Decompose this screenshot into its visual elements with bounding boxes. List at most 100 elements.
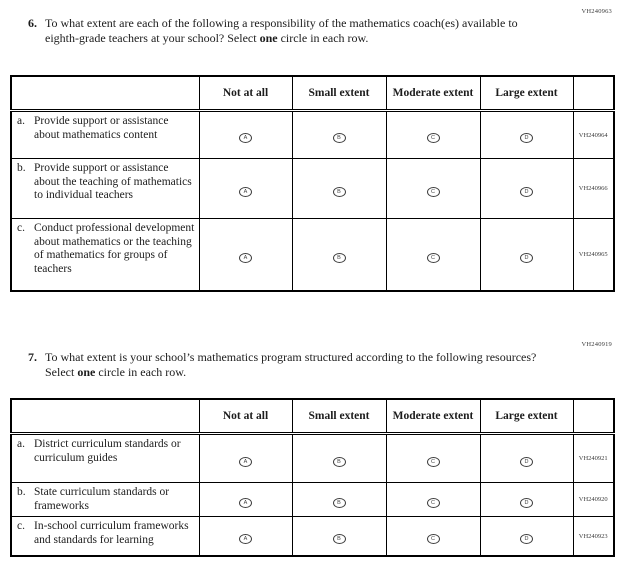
option-cell-large-extent: D xyxy=(479,218,574,292)
option-bubble-c[interactable]: C xyxy=(426,186,440,197)
option-bubble-b[interactable]: B xyxy=(332,133,346,143)
row-label: State curriculum standards or frameworks xyxy=(34,486,170,512)
option-cell-large-extent: D xyxy=(479,110,574,159)
table-row: b. State curriculum standards or framewo… xyxy=(10,482,615,517)
option-bubble-a[interactable]: A xyxy=(239,534,252,544)
header-blank xyxy=(10,398,200,435)
row-code: VH240923 xyxy=(572,516,615,557)
table-row: c. Conduct professional development abou… xyxy=(10,218,615,292)
option-bubble-a[interactable]: A xyxy=(239,252,252,263)
option-cell-small-extent: B xyxy=(291,482,387,517)
column-header-moderate-extent: Moderate extent xyxy=(385,398,481,435)
option-bubble-a[interactable]: A xyxy=(239,497,252,508)
option-bubble-b[interactable]: B xyxy=(332,252,346,263)
question-7: 7. To what extent is your school’s mathe… xyxy=(28,350,558,380)
option-bubble-d[interactable]: D xyxy=(520,534,533,544)
option-bubble-b[interactable]: B xyxy=(332,497,346,508)
option-bubble-b[interactable]: B xyxy=(332,456,346,467)
header-code-blank xyxy=(572,398,615,435)
table-row: a. District curriculum standards or curr… xyxy=(10,433,615,483)
table-row: b. Provide support or assistance about t… xyxy=(10,158,615,219)
option-bubble-d[interactable]: D xyxy=(520,497,533,508)
row-label: In-school curriculum frameworks and stan… xyxy=(34,520,189,546)
row-label-cell: c. Conduct professional development abou… xyxy=(10,218,200,292)
option-cell-moderate-extent: C xyxy=(385,433,481,483)
question-6-text-part1: To what extent are each of the following… xyxy=(45,16,518,45)
table-row: a. Provide support or assistance about m… xyxy=(10,110,615,159)
option-cell-small-extent: B xyxy=(291,218,387,292)
row-letter: c. xyxy=(17,520,25,532)
table-header-row: Not at all Small extent Moderate extent … xyxy=(10,75,615,112)
question-6-number: 6. xyxy=(28,16,37,30)
option-cell-not-at-all: A xyxy=(198,110,293,159)
option-bubble-a[interactable]: A xyxy=(239,133,252,143)
row-label: District curriculum standards or curricu… xyxy=(34,438,181,464)
question-7-text-part1: To what extent is your school’s mathemat… xyxy=(45,350,537,379)
header-code-blank xyxy=(572,75,615,112)
column-header-large-extent: Large extent xyxy=(479,398,574,435)
row-label: Provide support or assistance about the … xyxy=(34,162,192,201)
row-letter: b. xyxy=(17,486,26,498)
row-letter: b. xyxy=(17,162,26,174)
option-cell-not-at-all: A xyxy=(198,218,293,292)
option-cell-moderate-extent: C xyxy=(385,110,481,159)
row-label: Conduct professional development about m… xyxy=(34,222,195,275)
table-header-row: Not at all Small extent Moderate extent … xyxy=(10,398,615,435)
option-cell-small-extent: B xyxy=(291,433,387,483)
row-code: VH240964 xyxy=(572,110,615,159)
question-7-number: 7. xyxy=(28,350,37,364)
option-cell-small-extent: B xyxy=(291,110,387,159)
question-6-text-part2: circle in each row. xyxy=(277,31,369,45)
option-cell-not-at-all: A xyxy=(198,482,293,517)
option-bubble-a[interactable]: A xyxy=(239,186,252,197)
question-6-response-table: Not at all Small extent Moderate extent … xyxy=(10,75,615,292)
row-code: VH240920 xyxy=(572,482,615,517)
question-6-text: To what extent are each of the following… xyxy=(45,16,550,46)
column-header-small-extent: Small extent xyxy=(291,398,387,435)
option-bubble-a[interactable]: A xyxy=(239,456,252,467)
column-header-small-extent: Small extent xyxy=(291,75,387,112)
option-cell-large-extent: D xyxy=(479,433,574,483)
option-bubble-d[interactable]: D xyxy=(520,133,533,143)
option-cell-large-extent: D xyxy=(479,158,574,219)
question-7-code: VH240919 xyxy=(581,341,612,348)
option-bubble-d[interactable]: D xyxy=(520,186,533,197)
option-bubble-c[interactable]: C xyxy=(426,252,440,263)
option-cell-large-extent: D xyxy=(479,516,574,557)
column-header-not-at-all: Not at all xyxy=(198,398,293,435)
option-bubble-d[interactable]: D xyxy=(520,456,533,467)
option-cell-moderate-extent: C xyxy=(385,218,481,292)
option-bubble-c[interactable]: C xyxy=(426,133,440,143)
row-code: VH240921 xyxy=(572,433,615,483)
option-cell-small-extent: B xyxy=(291,158,387,219)
option-bubble-c[interactable]: C xyxy=(426,456,440,467)
question-7-text: To what extent is your school’s mathemat… xyxy=(45,350,550,380)
row-label-cell: a. Provide support or assistance about m… xyxy=(10,110,200,159)
option-cell-moderate-extent: C xyxy=(385,158,481,219)
option-bubble-c[interactable]: C xyxy=(426,497,440,508)
question-7-response-table: Not at all Small extent Moderate extent … xyxy=(10,398,615,557)
row-label: Provide support or assistance about math… xyxy=(34,115,169,141)
option-cell-not-at-all: A xyxy=(198,433,293,483)
question-6-code: VH240963 xyxy=(581,8,612,15)
option-bubble-b[interactable]: B xyxy=(332,186,346,197)
question-6-text-bold: one xyxy=(259,31,278,45)
question-7-text-bold: one xyxy=(77,365,96,379)
column-header-moderate-extent: Moderate extent xyxy=(385,75,481,112)
header-blank xyxy=(10,75,200,112)
column-header-not-at-all: Not at all xyxy=(198,75,293,112)
option-cell-not-at-all: A xyxy=(198,516,293,557)
row-letter: c. xyxy=(17,222,25,234)
option-bubble-b[interactable]: B xyxy=(332,534,346,544)
question-7-text-part2: circle in each row. xyxy=(95,365,187,379)
option-cell-moderate-extent: C xyxy=(385,482,481,517)
row-label-cell: a. District curriculum standards or curr… xyxy=(10,433,200,483)
row-letter: a. xyxy=(17,115,25,127)
row-code: VH240966 xyxy=(572,158,615,219)
row-label-cell: b. State curriculum standards or framewo… xyxy=(10,482,200,517)
column-header-large-extent: Large extent xyxy=(479,75,574,112)
option-bubble-c[interactable]: C xyxy=(426,534,440,544)
row-label-cell: c. In-school curriculum frameworks and s… xyxy=(10,516,200,557)
option-bubble-d[interactable]: D xyxy=(520,252,533,263)
row-label-cell: b. Provide support or assistance about t… xyxy=(10,158,200,219)
